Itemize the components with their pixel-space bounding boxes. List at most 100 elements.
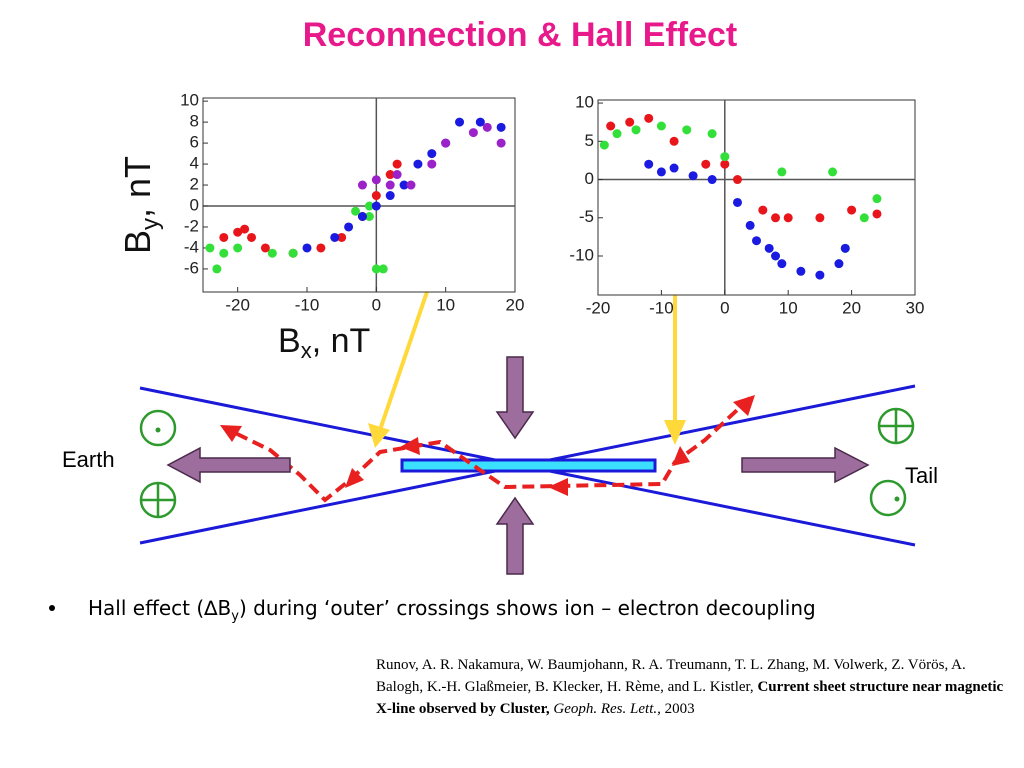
y-tick-label: 8 <box>190 112 199 131</box>
data-point <box>392 159 402 169</box>
data-point <box>701 159 711 169</box>
arrowhead <box>400 437 420 455</box>
data-point <box>406 180 416 190</box>
y-tick-label: -2 <box>184 216 199 235</box>
pointer-arrow <box>378 282 432 431</box>
y-tick-label: 0 <box>190 195 199 214</box>
data-point <box>475 117 485 127</box>
data-point <box>316 243 326 253</box>
label-part: B <box>278 322 301 360</box>
y-tick-label: 5 <box>585 131 594 150</box>
data-point <box>260 243 270 253</box>
text-sub: y <box>231 609 239 624</box>
x-tick-label: -10 <box>295 295 320 314</box>
y-tick-label: -10 <box>569 245 594 264</box>
data-point <box>732 197 742 207</box>
data-point <box>783 213 793 223</box>
data-point <box>777 167 787 177</box>
data-point <box>840 243 850 253</box>
bullet-dot <box>49 605 55 611</box>
y-tick-label: -5 <box>579 207 594 226</box>
data-point <box>344 222 354 232</box>
data-point <box>796 266 806 276</box>
bullet-text: Hall effect (∆By) during ‘outer’ crossin… <box>88 596 816 624</box>
x-tick-label: -10 <box>649 298 674 317</box>
y-tick-label: 10 <box>180 91 199 110</box>
y-tick-label: 4 <box>190 154 199 173</box>
data-point <box>631 125 641 135</box>
tail-label: Tail <box>905 463 938 488</box>
arrowhead <box>664 420 686 445</box>
y-tick-label: 6 <box>190 133 199 152</box>
data-point <box>288 248 298 258</box>
data-point <box>357 180 367 190</box>
data-point <box>219 232 229 242</box>
data-point <box>599 140 609 150</box>
data-point <box>385 170 395 180</box>
data-point <box>371 201 381 211</box>
data-point <box>371 191 381 201</box>
data-point <box>707 129 717 139</box>
data-point <box>720 159 730 169</box>
arrowhead <box>345 468 364 488</box>
data-point <box>482 122 492 132</box>
data-point <box>427 159 437 169</box>
x-tick-label: -20 <box>225 295 250 314</box>
data-point <box>496 122 506 132</box>
diagram: Earth Tail <box>62 278 938 575</box>
data-point <box>357 211 367 221</box>
data-point <box>720 152 730 162</box>
data-point <box>496 138 506 148</box>
data-point <box>606 121 616 131</box>
data-point <box>771 251 781 261</box>
data-point <box>815 270 825 280</box>
y-tick-label: 2 <box>190 175 199 194</box>
y-tick-label: -4 <box>184 237 199 256</box>
data-point <box>385 180 395 190</box>
data-point <box>413 159 423 169</box>
data-point <box>247 232 257 242</box>
article-title: Current sheet structure near magnetic X-… <box>376 679 1004 717</box>
inflow-arrow <box>495 496 535 575</box>
data-point <box>378 264 388 274</box>
data-point <box>371 264 381 274</box>
data-point <box>834 259 844 269</box>
data-point <box>656 167 666 177</box>
data-point <box>205 243 215 253</box>
data-point <box>302 243 312 253</box>
y-tick-label: 0 <box>585 169 594 188</box>
label-part: B <box>117 230 158 254</box>
label-sub: x <box>301 338 312 363</box>
data-point <box>267 248 277 258</box>
data-point <box>752 236 761 246</box>
data-point <box>707 175 717 185</box>
earth-label: Earth <box>62 447 115 472</box>
x-tick-label: 0 <box>372 295 381 314</box>
plot-frame <box>597 99 916 296</box>
data-point <box>399 180 409 190</box>
arrowhead <box>672 446 690 466</box>
data-point <box>771 213 781 223</box>
field-out-symbol <box>869 479 907 517</box>
data-point <box>777 259 787 269</box>
citation: Runov, A. R. Nakamura, W. Baumjohann, R.… <box>376 654 1011 720</box>
year: 2003 <box>664 701 695 717</box>
data-point <box>872 209 882 219</box>
data-point <box>669 163 679 173</box>
data-point <box>859 213 869 223</box>
data-point <box>427 149 437 159</box>
data-point <box>745 220 755 230</box>
data-point <box>828 167 838 177</box>
plot-frame <box>202 97 516 293</box>
x-tick-label: 10 <box>436 295 455 314</box>
electron-path <box>224 396 752 503</box>
data-point <box>815 213 825 223</box>
label-sub: y <box>137 218 164 230</box>
inflow-arrow <box>495 356 535 440</box>
x-tick-label: -20 <box>586 298 611 317</box>
data-point <box>233 243 243 253</box>
data-point <box>233 227 243 237</box>
text-part: Hall effect (∆B <box>88 596 231 620</box>
current-sheet <box>400 458 657 473</box>
